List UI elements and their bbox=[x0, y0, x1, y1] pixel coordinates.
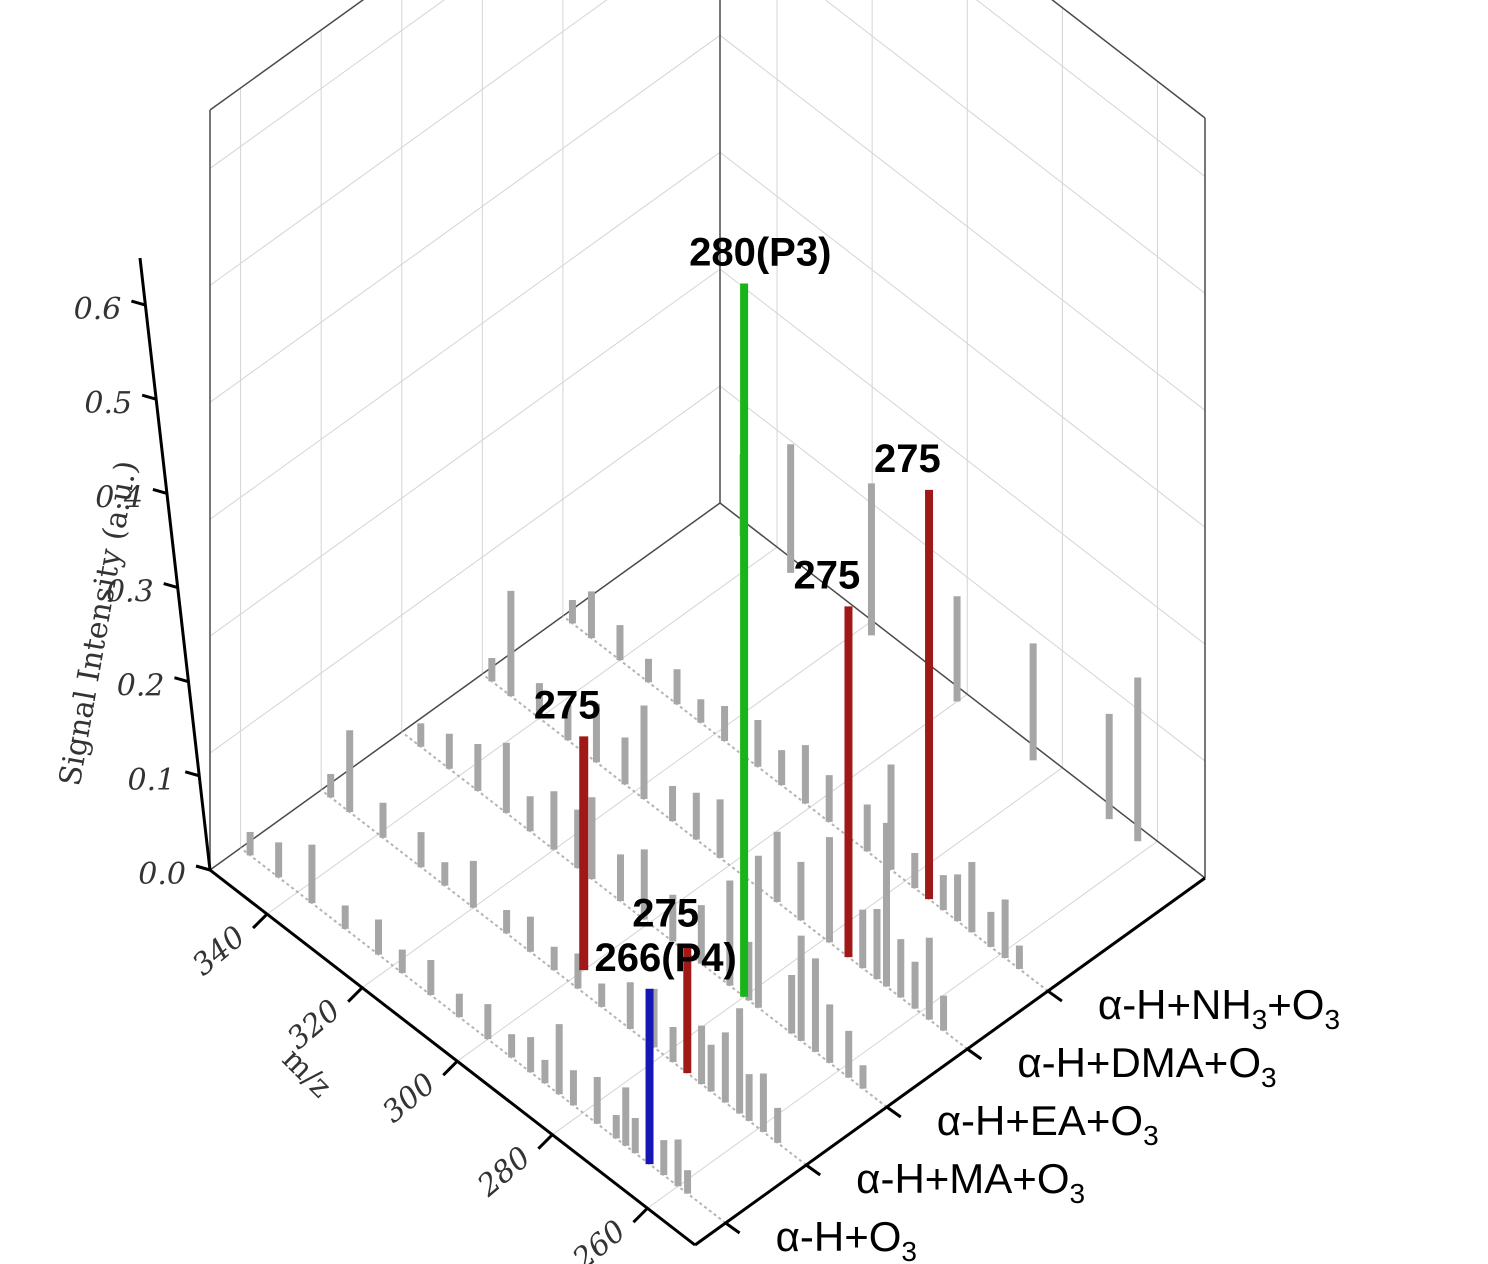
grid-line bbox=[456, 693, 968, 1062]
grid-line bbox=[209, 268, 721, 637]
grid-line bbox=[719, 34, 1206, 411]
series-label-text: α-H+EA+O bbox=[937, 1097, 1143, 1144]
x-axis bbox=[209, 868, 696, 1247]
grid-line bbox=[209, 0, 445, 169]
series-label: α-H+MA+O3 bbox=[856, 1155, 1085, 1209]
z-tick-label: 0.3 bbox=[106, 575, 154, 610]
series-label-text: α-H+NH bbox=[1098, 981, 1252, 1028]
y-axis bbox=[694, 876, 1206, 1247]
grid-line bbox=[719, 151, 1206, 528]
labels-layer: 275275280(P3)275266(P4)275α-H+O3α-H+MA+O… bbox=[534, 230, 1340, 1264]
x-tick bbox=[347, 986, 364, 1003]
z-tick bbox=[152, 487, 168, 495]
grid-line bbox=[647, 840, 1158, 1209]
series-label-sub: 3 bbox=[1261, 1062, 1277, 1093]
frame-layer bbox=[209, 0, 1206, 879]
grid-line bbox=[361, 620, 873, 989]
series-label-text: α-H+MA+O bbox=[856, 1155, 1069, 1202]
z-tick bbox=[141, 393, 157, 401]
grid-line bbox=[266, 546, 778, 915]
peak-label: 275 bbox=[632, 891, 699, 935]
z-tick-label: 0.4 bbox=[95, 480, 143, 515]
z-tick-label: 0.1 bbox=[128, 763, 176, 798]
series-label: α-H+O3 bbox=[776, 1213, 917, 1264]
z-tick bbox=[195, 864, 211, 872]
peak-label: 266(P4) bbox=[595, 936, 737, 980]
series-baseline bbox=[401, 731, 888, 1108]
x-tick-label: 280 bbox=[470, 1140, 537, 1204]
x-tick-label: 340 bbox=[186, 919, 252, 983]
y-tick bbox=[966, 1047, 983, 1061]
z-axis bbox=[138, 257, 212, 871]
x-tick-label: 260 bbox=[565, 1214, 632, 1264]
grid-line bbox=[209, 34, 721, 403]
peak-label: 275 bbox=[874, 437, 941, 481]
grid-line bbox=[824, 0, 1206, 294]
grid-line bbox=[552, 767, 1063, 1136]
grid-line bbox=[719, 385, 1206, 762]
y-tick bbox=[885, 1105, 902, 1119]
z-tick-label: 0.2 bbox=[117, 669, 165, 704]
series-label-sub: 3 bbox=[1070, 1178, 1086, 1209]
x-tick-label: 300 bbox=[376, 1066, 442, 1130]
series-label-sub: 3 bbox=[1252, 1004, 1268, 1035]
frame-edge bbox=[209, 0, 365, 111]
x-tick-label: 320 bbox=[281, 993, 347, 1057]
y-tick bbox=[1047, 989, 1063, 1003]
y-tick bbox=[724, 1221, 741, 1235]
grid-line bbox=[209, 151, 721, 520]
x-tick bbox=[442, 1060, 459, 1077]
x-tick bbox=[537, 1133, 554, 1150]
peak-label: 275 bbox=[534, 683, 601, 727]
z-tick-label: 0.6 bbox=[74, 292, 122, 327]
grid-line bbox=[209, 0, 608, 286]
series-label-sub: 3 bbox=[1324, 1004, 1340, 1035]
frame-edge bbox=[209, 502, 721, 871]
grid-line bbox=[209, 385, 721, 754]
series-label: α-H+DMA+O3 bbox=[1017, 1039, 1276, 1093]
grid-line bbox=[719, 268, 1206, 645]
z-tick bbox=[174, 676, 189, 684]
frame-edge bbox=[719, 502, 1206, 879]
z-tick-label: 0.5 bbox=[84, 386, 132, 421]
peak-label: 275 bbox=[793, 553, 860, 597]
series-label: α-H+EA+O3 bbox=[937, 1097, 1159, 1151]
z-tick bbox=[163, 582, 179, 589]
frame-edge bbox=[1051, 0, 1206, 119]
series-label-text: α-H+DMA+O bbox=[1017, 1039, 1261, 1086]
series-label-text: +O bbox=[1267, 981, 1324, 1028]
x-axis-title: m/z bbox=[275, 1042, 338, 1105]
grid-line bbox=[975, 0, 1206, 177]
x-tick bbox=[251, 913, 269, 930]
z-tick-label: 0.0 bbox=[138, 857, 186, 892]
grid-layer bbox=[209, 0, 1206, 1209]
series-label: α-H+NH3+O3 bbox=[1098, 981, 1340, 1035]
z-tick bbox=[184, 770, 200, 778]
z-tick bbox=[130, 299, 146, 307]
bars-layer bbox=[239, 283, 1142, 1224]
series-label-sub: 3 bbox=[1143, 1120, 1159, 1151]
series-label-text: α-H+ bbox=[776, 1213, 869, 1260]
peak-label: 280(P3) bbox=[689, 230, 831, 274]
series-label-text: O bbox=[869, 1213, 902, 1260]
series-baseline bbox=[239, 847, 727, 1224]
x-tick bbox=[632, 1207, 649, 1224]
series-label-sub: 3 bbox=[901, 1236, 917, 1264]
y-tick bbox=[805, 1163, 822, 1177]
